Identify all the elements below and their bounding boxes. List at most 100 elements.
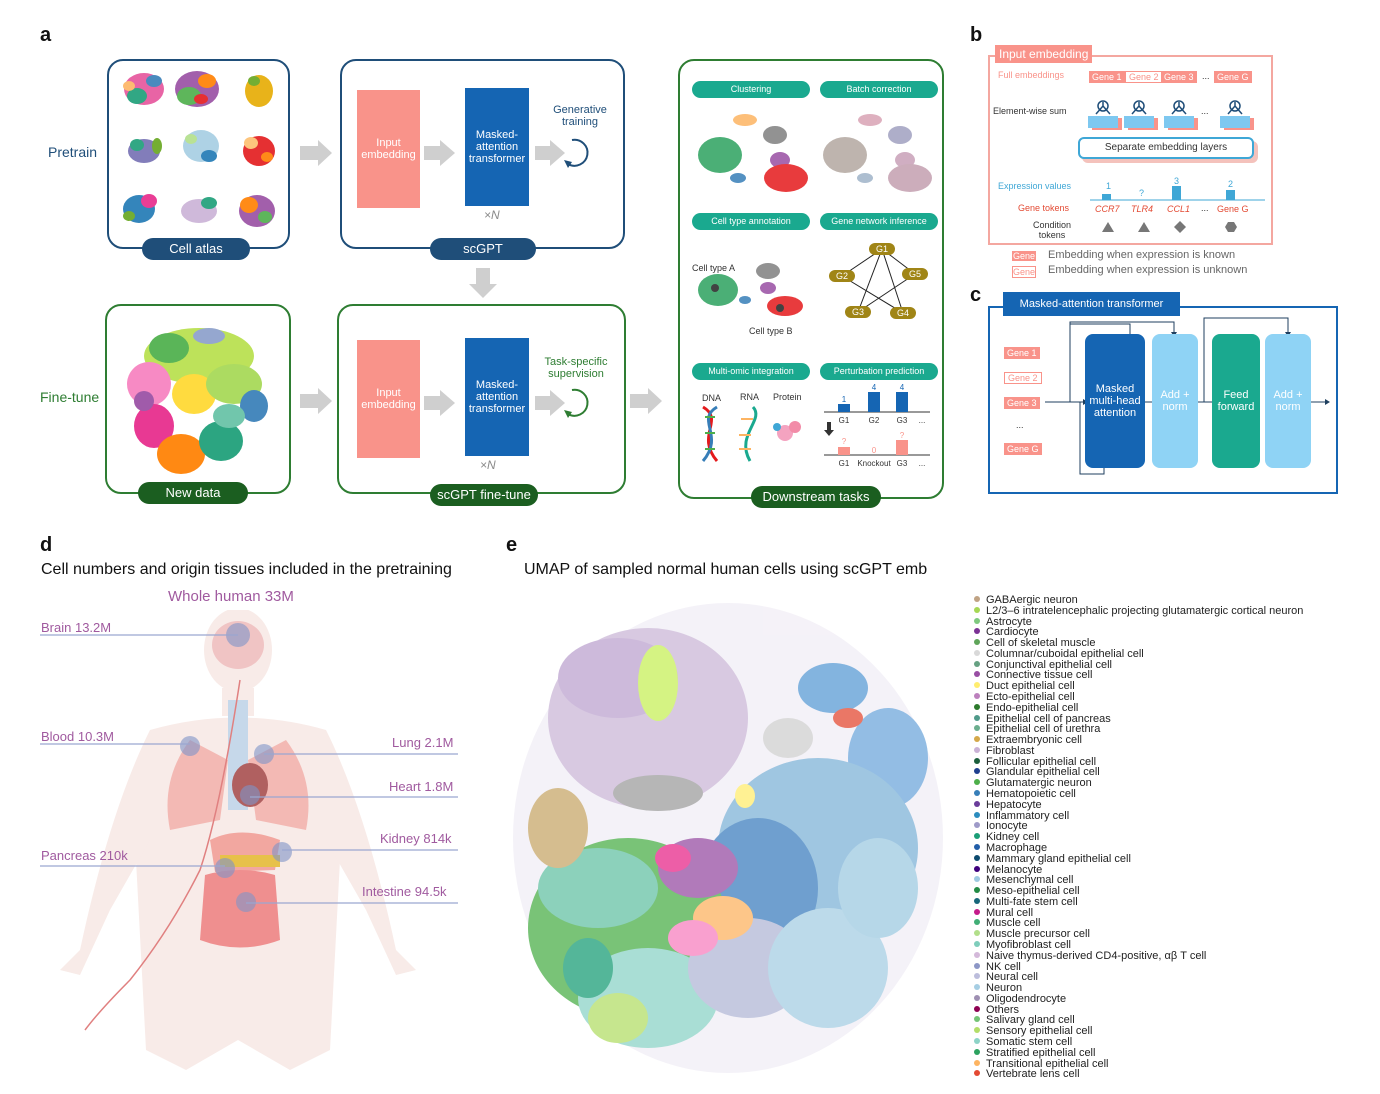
perturb-top-gene-3: G3 bbox=[897, 416, 908, 425]
input-embedding-frame bbox=[988, 55, 1273, 245]
legend-item: Transitional epithelial cell bbox=[974, 1058, 1109, 1070]
ft-transformer-block: Masked-attention transformer bbox=[465, 338, 529, 456]
legend-swatch bbox=[974, 746, 980, 753]
legend-item: Multi-fate stem cell bbox=[974, 895, 1078, 908]
legend-swatch bbox=[974, 725, 980, 732]
legend-item: Muscle precursor cell bbox=[974, 929, 1090, 940]
legend-item: L2/3–6 intratelencephalic projecting glu… bbox=[974, 604, 1304, 617]
expression-bars bbox=[1090, 186, 1265, 201]
input-embedding-title: Input embedding bbox=[995, 45, 1093, 63]
legend-swatch bbox=[974, 671, 980, 678]
clustering-batch-umaps bbox=[698, 114, 932, 192]
legend-swatch bbox=[974, 843, 980, 850]
omic-dna-label: DNA bbox=[702, 393, 722, 403]
legend-item: Kidney cell bbox=[974, 832, 1039, 843]
legend-swatch bbox=[974, 639, 980, 646]
expression-values-label: Expression values bbox=[998, 181, 1072, 191]
legend-item: Mesenchymal cell bbox=[974, 875, 1073, 886]
legend-label: Epithelial cell of pancreas bbox=[986, 712, 1111, 725]
organ-blood: Blood 10.3M bbox=[41, 729, 114, 744]
grn-node-g4: G4 bbox=[897, 308, 909, 318]
legend-swatch bbox=[974, 822, 980, 829]
legend-item: Connective tissue cell bbox=[974, 670, 1092, 681]
legend-item: Astrocyte bbox=[974, 616, 1032, 628]
ft-transformer-text: Masked-attention transformer bbox=[468, 379, 526, 415]
legend-swatch bbox=[974, 628, 980, 635]
organ-kidney: Kidney 814k bbox=[380, 831, 452, 846]
cell-atlas-label: Cell atlas bbox=[142, 238, 250, 260]
legend-swatch bbox=[974, 897, 980, 904]
task-multi-omic: Multi-omic integration bbox=[692, 363, 810, 380]
perturb-bottom-label-3: G3 bbox=[897, 459, 908, 468]
legend-label: Conjunctival epithelial cell bbox=[986, 658, 1112, 671]
legend-item: GABAergic neuron bbox=[974, 595, 1078, 606]
b-gene-1: Gene 1 bbox=[1089, 71, 1125, 83]
legend-label: Ecto-epithelial cell bbox=[986, 691, 1075, 704]
row-label-finetune: Fine-tune bbox=[40, 389, 100, 405]
legend-label: Muscle precursor cell bbox=[986, 928, 1090, 941]
legend-item: Cardiocyte bbox=[974, 627, 1039, 638]
add-norm-block-1: Add + norm bbox=[1152, 334, 1198, 468]
ft-times-n-label: ×N bbox=[480, 458, 496, 472]
legend-item: Duct epithelial cell bbox=[974, 681, 1075, 692]
panel-letter-d: d bbox=[40, 534, 53, 556]
perturb-top-value-3: 4 bbox=[900, 383, 905, 392]
perturb-top-gene-2: G2 bbox=[869, 416, 880, 425]
generative-training-label: Generative training bbox=[553, 104, 607, 128]
legend-swatch bbox=[974, 1037, 980, 1044]
legend-swatch bbox=[974, 919, 980, 926]
perturb-top-ellipsis: ... bbox=[919, 416, 926, 425]
legend-item: Salivary gland cell bbox=[974, 1015, 1075, 1026]
legend-swatch bbox=[974, 940, 980, 947]
legend-label: Others bbox=[986, 1003, 1020, 1016]
element-wise-sum-label: Element-wise sum bbox=[993, 106, 1067, 116]
legend-swatch bbox=[974, 887, 980, 894]
legend-label: Mammary gland epithelial cell bbox=[986, 852, 1131, 865]
b-gene-ellipsis: ... bbox=[1202, 71, 1210, 81]
feed-forward-block: Feed forward bbox=[1212, 334, 1260, 468]
legend-swatch bbox=[974, 1070, 980, 1077]
legend-item: Oligodendrocyte bbox=[974, 992, 1067, 1005]
grn-node-g1: G1 bbox=[876, 244, 888, 254]
task-gene-network: Gene network inference bbox=[820, 213, 938, 230]
legend-label: Glandular epithelial cell bbox=[986, 766, 1100, 779]
legend-label: Oligodendrocyte bbox=[986, 992, 1067, 1005]
panel-letter-c: c bbox=[970, 284, 982, 306]
multi-omic-icons bbox=[701, 405, 801, 462]
legend-label: Muscle cell bbox=[986, 917, 1041, 930]
legend-swatch bbox=[974, 876, 980, 883]
transformer-text: Masked-attention transformer bbox=[468, 129, 526, 165]
legend-swatch bbox=[974, 800, 980, 807]
legend-item: Sensory epithelial cell bbox=[974, 1026, 1092, 1037]
task-batch-correction: Batch correction bbox=[820, 81, 938, 98]
legend-label: Follicular epithelial cell bbox=[986, 755, 1097, 768]
legend-label: Connective tissue cell bbox=[986, 669, 1093, 682]
full-embeddings-label: Full embeddings bbox=[998, 70, 1065, 80]
token-ellipsis: ... bbox=[1201, 203, 1209, 213]
expr-value-4: 2 bbox=[1228, 179, 1234, 189]
expr-value-1: 1 bbox=[1106, 181, 1112, 191]
legend-item: Neural cell bbox=[974, 972, 1038, 983]
transformer-block: Masked-attention transformer bbox=[465, 88, 529, 206]
legend-label: Endo-epithelial cell bbox=[986, 701, 1079, 714]
legend-item: Conjunctival epithelial cell bbox=[974, 658, 1112, 671]
token-gene-g: Gene G bbox=[1217, 204, 1249, 214]
legend-label: Melanocyte bbox=[986, 863, 1043, 876]
legend-item: Meso-epithelial cell bbox=[974, 886, 1080, 897]
ft-input-embedding-block: Input embedding bbox=[357, 340, 420, 458]
umap-plot bbox=[513, 603, 943, 1073]
legend-label: Macrophage bbox=[986, 841, 1048, 854]
legend-swatch bbox=[974, 617, 980, 624]
b-gene-2: Gene 2 bbox=[1125, 71, 1163, 83]
human-body-illustration bbox=[40, 610, 458, 1070]
legend-item: NK cell bbox=[974, 961, 1021, 973]
legend-item: Vertebrate lens cell bbox=[974, 1069, 1080, 1080]
transformer-title: Masked-attention transformer bbox=[1003, 292, 1180, 316]
legend-label: Fibroblast bbox=[986, 744, 1035, 757]
add-norm-text-2: Add + norm bbox=[1273, 389, 1303, 413]
legend-label: L2/3–6 intratelencephalic projecting glu… bbox=[986, 604, 1304, 617]
whole-human-label: Whole human 33M bbox=[168, 588, 294, 605]
legend-unknown-swatch: Gene bbox=[1012, 266, 1036, 278]
legend-label: Multi-fate stem cell bbox=[986, 895, 1078, 908]
token-tlr4: TLR4 bbox=[1131, 204, 1154, 214]
